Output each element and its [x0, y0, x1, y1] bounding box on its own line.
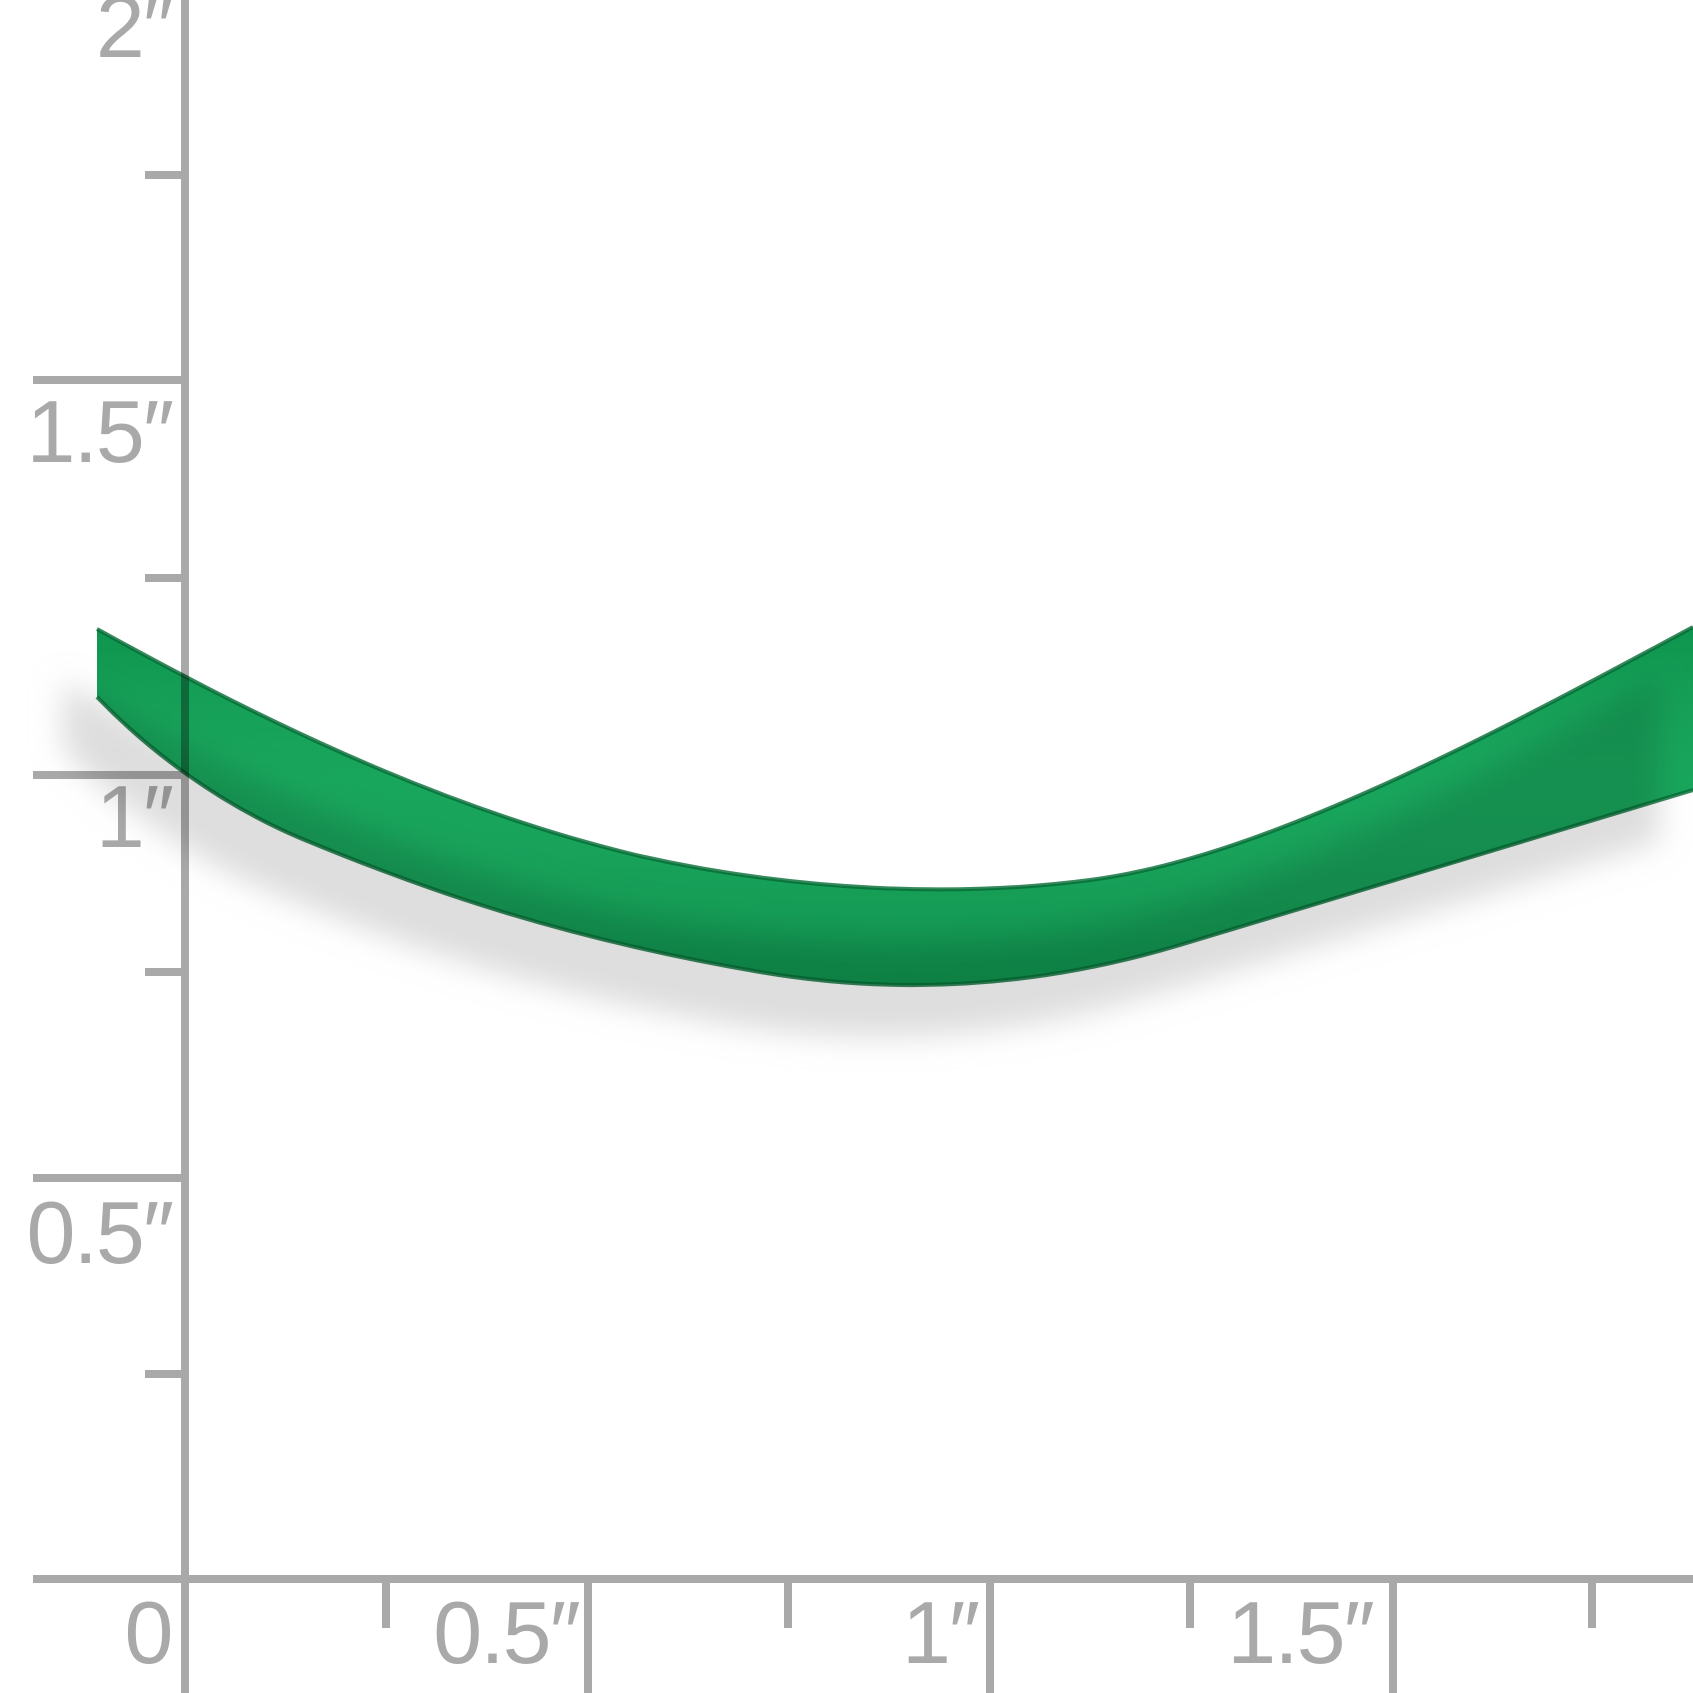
ruler-label-1-5in: 1.5″: [27, 382, 173, 481]
ruler-tick-minor: [145, 1370, 188, 1378]
ruler-tick-major: [584, 1575, 592, 1693]
ruler-label-0-5in-h: 0.5″: [433, 1583, 579, 1682]
ruler-label-1-5in-h: 1.5″: [1227, 1583, 1373, 1682]
ruler-tick-minor: [145, 574, 188, 582]
ruler-tick-major: [33, 376, 188, 384]
ruler-tick-major: [33, 1174, 188, 1182]
ruler-label-1in-h: 1″: [902, 1583, 979, 1682]
ruler-label-0-5in: 0.5″: [27, 1183, 173, 1282]
cord-shading: [97, 627, 1693, 986]
ruler-tick-minor: [145, 968, 188, 976]
ruler-label-2in: 2″: [96, 0, 173, 76]
ruler-tick-major: [986, 1575, 994, 1693]
cord-group: [95, 625, 1693, 988]
cord-shadow: [63, 679, 1659, 1038]
ruler-tick-major: [1389, 1575, 1397, 1693]
cord-top-edge: [96, 625, 1693, 892]
ruler-tick-minor: [1588, 1575, 1596, 1628]
ruler-tick-minor: [1186, 1575, 1194, 1628]
ruler-label-0: 0: [125, 1583, 172, 1682]
ruler-tick-minor: [145, 171, 188, 179]
ruler-tick-minor: [784, 1575, 792, 1628]
ruler-tick-minor: [382, 1575, 390, 1628]
horizontal-ruler-line: [33, 1575, 1693, 1583]
cord-bottom-edge: [95, 695, 1693, 988]
